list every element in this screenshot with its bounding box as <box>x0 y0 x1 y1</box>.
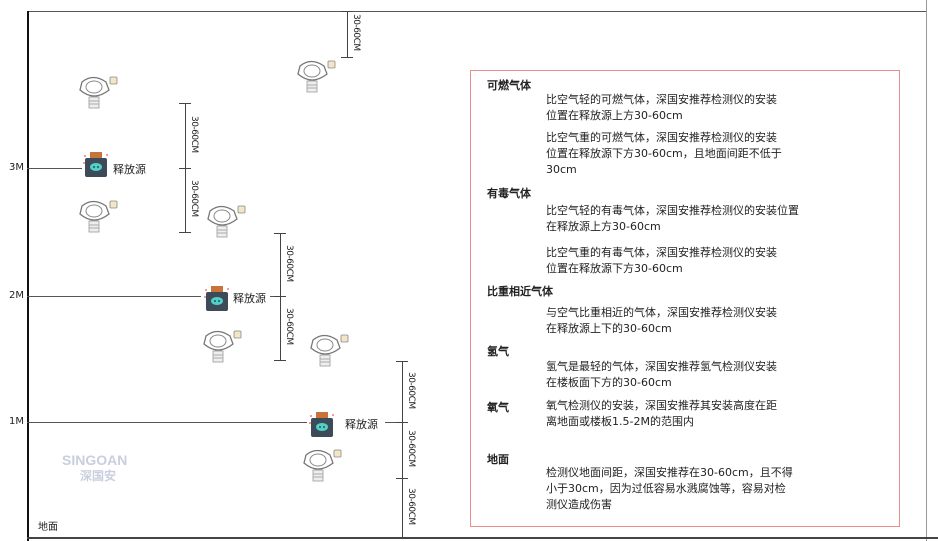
dimension-label: 30-60CM <box>406 488 416 525</box>
dimension-tick <box>179 168 191 169</box>
text-line: 位置在释放源上方30-60cm <box>546 109 683 122</box>
info-panel: 可燃气体 比空气轻的可燃气体，深国安推荐检测仪的安装 位置在释放源上方30-60c… <box>470 70 900 527</box>
gas-detector-icon <box>206 203 248 243</box>
dimension-line <box>280 296 281 360</box>
dimension-label: 30-60CM <box>284 308 294 345</box>
dimension-tick <box>274 296 286 297</box>
level-1m-label: 1M <box>9 416 24 427</box>
dimension-line <box>185 103 186 168</box>
section-text: 比空气轻的可燃气体，深国安推荐检测仪的安装 位置在释放源上方30-60cm <box>546 92 891 124</box>
dimension-label: 30-60CM <box>189 180 199 217</box>
dimension-tick <box>396 538 408 539</box>
text-line: 在楼板面下方的30-60cm <box>546 376 672 389</box>
left-wall-line <box>27 11 29 541</box>
text-line: 在释放源上下的30-60cm <box>546 322 672 335</box>
dimension-line <box>185 168 186 232</box>
dimension-tick <box>341 57 353 58</box>
text-line: 在释放源上方30-60cm <box>546 220 661 233</box>
level-1m-line <box>27 422 307 423</box>
dimension-tick <box>274 360 286 361</box>
dimension-line <box>402 361 403 422</box>
floor-line <box>27 537 938 539</box>
level-3m-label: 3M <box>9 162 24 173</box>
right-wall-line <box>926 0 927 541</box>
watermark-brand: SINGOAN <box>62 452 128 468</box>
section-text: 比空气重的有毒气体，深国安推荐检测仪的安装 位置在释放源下方30-60cm <box>546 245 891 277</box>
text-line: 测仪造成伤害 <box>546 498 612 511</box>
dimension-line <box>402 422 403 478</box>
release-source-icon <box>308 410 336 442</box>
text-line: 氢气是最轻的气体，深国安推荐氢气检测仪安装 <box>546 360 777 373</box>
section-heading: 可燃气体 <box>487 79 531 92</box>
gas-detector-icon <box>202 328 244 368</box>
section-heading: 比重相近气体 <box>487 285 553 298</box>
release-source-icon <box>82 150 110 182</box>
dimension-tick <box>179 232 191 233</box>
section-text: 检测仪地面间距，深国安推荐在30-60cm，且不得 小于30cm，因为过低容易水溅… <box>546 465 891 513</box>
dimension-tick <box>274 233 286 234</box>
dimension-tick <box>396 361 408 362</box>
text-line: 位置在释放源下方30-60cm <box>546 262 683 275</box>
section-heading: 氢气 <box>487 345 509 358</box>
release-source-icon <box>203 284 231 316</box>
text-line: 比空气重的可燃气体，深国安推荐检测仪的安装 <box>546 131 777 144</box>
section-text: 比空气轻的有毒气体，深国安推荐检测仪的安装位置 在释放源上方30-60cm <box>546 203 891 235</box>
section-heading: 有毒气体 <box>487 187 531 200</box>
text-line: 与空气比重相近的气体，深国安推荐检测仪安装 <box>546 306 777 319</box>
release-source-label: 释放源 <box>233 292 266 305</box>
dimension-label: 30-60CM <box>284 244 294 282</box>
dimension-line <box>347 11 348 57</box>
dimension-tick <box>179 103 191 104</box>
gas-detector-icon <box>302 447 344 487</box>
watermark-cn: 深国安 <box>80 469 117 483</box>
section-text: 氢气是最轻的气体，深国安推荐氢气检测仪安装 在楼板面下方的30-60cm <box>546 359 891 391</box>
level-3m-line <box>27 168 82 169</box>
text-line: 离地面或楼板1.5-2M的范围内 <box>546 415 694 428</box>
text-line: 检测仪地面间距，深国安推荐在30-60cm，且不得 <box>546 466 793 479</box>
watermark: SINGOAN 深国安 <box>62 452 127 484</box>
section-text: 比空气重的可燃气体，深国安推荐检测仪的安装 位置在释放源下方30-60cm，且地面… <box>546 130 891 178</box>
dimension-label: 30-60CM <box>189 115 199 153</box>
text-line: 比空气重的有毒气体，深国安推荐检测仪的安装 <box>546 246 777 259</box>
dimension-tick <box>396 422 408 423</box>
level-2m-label: 2M <box>9 290 24 301</box>
ceiling-line <box>27 11 927 12</box>
section-heading: 地面 <box>487 453 509 466</box>
dimension-label: 30-60CM <box>406 371 416 409</box>
text-line: 氧气检测仪的安装，深国安推荐其安装高度在距 <box>546 399 777 412</box>
release-source-label: 释放源 <box>345 418 378 431</box>
release-source-label: 释放源 <box>113 163 146 176</box>
dimension-line <box>402 478 403 538</box>
level-2m-line <box>27 296 201 297</box>
text-line: 比空气轻的有毒气体，深国安推荐检测仪的安装位置 <box>546 204 799 217</box>
dimension-tick <box>341 11 353 12</box>
section-text: 与空气比重相近的气体，深国安推荐检测仪安装 在释放源上下的30-60cm <box>546 305 891 337</box>
text-line: 30cm <box>546 163 577 176</box>
gas-detector-icon <box>309 332 351 372</box>
source-1m-leader <box>385 422 403 423</box>
text-line: 位置在释放源下方30-60cm，且地面间距不低于 <box>546 147 782 160</box>
gas-detector-icon <box>78 198 120 238</box>
floor-label: 地面 <box>38 522 58 533</box>
section-heading: 氧气 <box>487 401 509 414</box>
gas-detector-icon <box>78 74 120 114</box>
dimension-tick <box>396 478 408 479</box>
dimension-label: 30-60CM <box>406 430 416 467</box>
dimension-label: 30-60CM <box>351 14 361 51</box>
text-line: 小于30cm，因为过低容易水溅腐蚀等，容易对检 <box>546 482 786 495</box>
section-text: 氧气检测仪的安装，深国安推荐其安装高度在距 离地面或楼板1.5-2M的范围内 <box>546 398 891 430</box>
gas-detector-icon <box>296 58 338 98</box>
dimension-line <box>280 233 281 296</box>
text-line: 比空气轻的可燃气体，深国安推荐检测仪的安装 <box>546 93 777 106</box>
